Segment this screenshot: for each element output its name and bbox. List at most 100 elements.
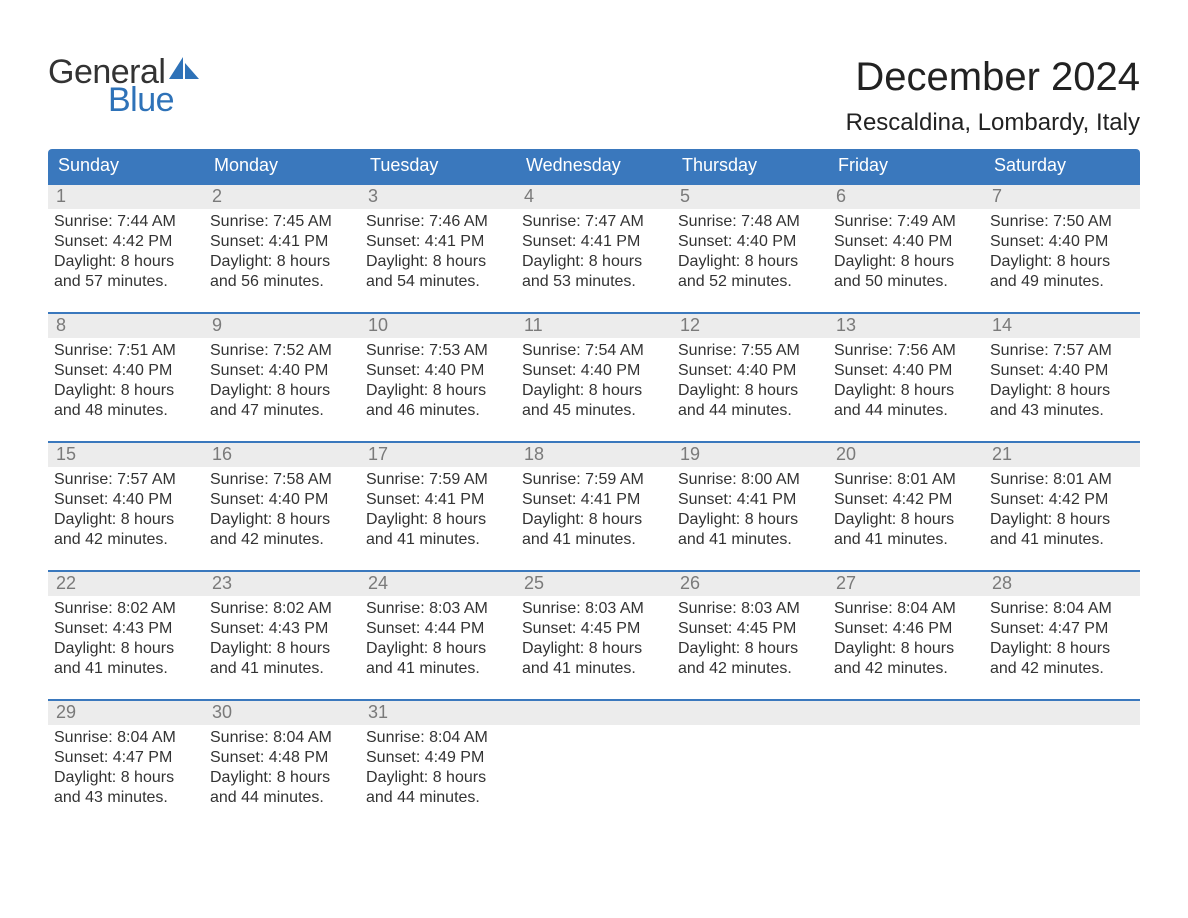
day-number-row: 6 bbox=[828, 185, 984, 209]
day-d1: Daylight: 8 hours bbox=[834, 639, 978, 659]
calendar-day: 9Sunrise: 7:52 AMSunset: 4:40 PMDaylight… bbox=[204, 314, 360, 427]
day-number: 22 bbox=[56, 573, 76, 593]
day-number: 6 bbox=[836, 186, 846, 206]
day-d2: and 47 minutes. bbox=[210, 401, 354, 421]
day-number-row: 22 bbox=[48, 572, 204, 596]
day-d1: Daylight: 8 hours bbox=[54, 381, 198, 401]
calendar-day: 4Sunrise: 7:47 AMSunset: 4:41 PMDaylight… bbox=[516, 185, 672, 298]
day-number: 17 bbox=[368, 444, 388, 464]
calendar-day: 2Sunrise: 7:45 AMSunset: 4:41 PMDaylight… bbox=[204, 185, 360, 298]
day-number: 24 bbox=[368, 573, 388, 593]
day-number-row: 18 bbox=[516, 443, 672, 467]
day-number: 21 bbox=[992, 444, 1012, 464]
sail-icon bbox=[169, 57, 199, 83]
calendar-week: 22 Sunrise: 8:02 AMSunset: 4:43 PMDayligh… bbox=[48, 570, 1140, 685]
day-details: Sunrise: 8:02 AMSunset: 4:43 PMDaylight:… bbox=[210, 596, 354, 679]
day-d1: Daylight: 8 hours bbox=[834, 252, 978, 272]
day-d1: Daylight: 8 hours bbox=[366, 381, 510, 401]
calendar-day: 13Sunrise: 7:56 AMSunset: 4:40 PMDayligh… bbox=[828, 314, 984, 427]
day-d2: and 41 minutes. bbox=[54, 659, 198, 679]
day-sunset: Sunset: 4:40 PM bbox=[834, 232, 978, 252]
calendar-day: 19Sunrise: 8:00 AMSunset: 4:41 PMDayligh… bbox=[672, 443, 828, 556]
calendar-day: 29Sunrise: 8:04 AMSunset: 4:47 PMDayligh… bbox=[48, 701, 204, 814]
day-sunrise: Sunrise: 8:04 AM bbox=[54, 728, 198, 748]
day-sunset: Sunset: 4:41 PM bbox=[210, 232, 354, 252]
day-number-row: 25 bbox=[516, 572, 672, 596]
day-sunrise: Sunrise: 8:01 AM bbox=[990, 470, 1134, 490]
day-number: 25 bbox=[524, 573, 544, 593]
day-number: 5 bbox=[680, 186, 690, 206]
day-number: 12 bbox=[680, 315, 700, 335]
weekday-header: Sunday bbox=[48, 149, 204, 183]
day-number-row: 27 bbox=[828, 572, 984, 596]
day-details: Sunrise: 7:57 AMSunset: 4:40 PMDaylight:… bbox=[990, 338, 1134, 421]
day-number-row bbox=[516, 701, 672, 725]
day-number-row: 23 bbox=[204, 572, 360, 596]
day-number-row: 11 bbox=[516, 314, 672, 338]
day-d1: Daylight: 8 hours bbox=[210, 510, 354, 530]
weekday-header: Tuesday bbox=[360, 149, 516, 183]
day-details: Sunrise: 7:53 AMSunset: 4:40 PMDaylight:… bbox=[366, 338, 510, 421]
day-number: 28 bbox=[992, 573, 1012, 593]
day-d1: Daylight: 8 hours bbox=[366, 639, 510, 659]
day-sunrise: Sunrise: 7:50 AM bbox=[990, 212, 1134, 232]
day-number-row: 3 bbox=[360, 185, 516, 209]
day-d2: and 44 minutes. bbox=[366, 788, 510, 808]
calendar-day: 5Sunrise: 7:48 AMSunset: 4:40 PMDaylight… bbox=[672, 185, 828, 298]
calendar-day: 27Sunrise: 8:04 AMSunset: 4:46 PMDayligh… bbox=[828, 572, 984, 685]
day-details: Sunrise: 7:44 AMSunset: 4:42 PMDaylight:… bbox=[54, 209, 198, 292]
day-number-row: 30 bbox=[204, 701, 360, 725]
day-d2: and 44 minutes. bbox=[834, 401, 978, 421]
day-details: Sunrise: 7:56 AMSunset: 4:40 PMDaylight:… bbox=[834, 338, 978, 421]
day-number-row: 21 bbox=[984, 443, 1140, 467]
calendar-day: 24Sunrise: 8:03 AMSunset: 4:44 PMDayligh… bbox=[360, 572, 516, 685]
day-details: Sunrise: 7:58 AMSunset: 4:40 PMDaylight:… bbox=[210, 467, 354, 550]
day-sunrise: Sunrise: 7:55 AM bbox=[678, 341, 822, 361]
calendar-day: 30Sunrise: 8:04 AMSunset: 4:48 PMDayligh… bbox=[204, 701, 360, 814]
day-d1: Daylight: 8 hours bbox=[990, 510, 1134, 530]
day-d1: Daylight: 8 hours bbox=[54, 510, 198, 530]
calendar-day: 14Sunrise: 7:57 AMSunset: 4:40 PMDayligh… bbox=[984, 314, 1140, 427]
day-number-row: 4 bbox=[516, 185, 672, 209]
calendar-day: 3Sunrise: 7:46 AMSunset: 4:41 PMDaylight… bbox=[360, 185, 516, 298]
day-number-row: 24 bbox=[360, 572, 516, 596]
day-d1: Daylight: 8 hours bbox=[834, 381, 978, 401]
day-d2: and 41 minutes. bbox=[366, 659, 510, 679]
day-d1: Daylight: 8 hours bbox=[54, 252, 198, 272]
day-details: Sunrise: 7:46 AMSunset: 4:41 PMDaylight:… bbox=[366, 209, 510, 292]
logo-word-blue: Blue bbox=[108, 83, 199, 117]
day-sunrise: Sunrise: 7:46 AM bbox=[366, 212, 510, 232]
day-sunrise: Sunrise: 8:04 AM bbox=[990, 599, 1134, 619]
day-d2: and 42 minutes. bbox=[990, 659, 1134, 679]
day-number-row: 16 bbox=[204, 443, 360, 467]
day-sunrise: Sunrise: 7:57 AM bbox=[990, 341, 1134, 361]
day-d2: and 43 minutes. bbox=[54, 788, 198, 808]
day-sunset: Sunset: 4:41 PM bbox=[366, 232, 510, 252]
day-sunset: Sunset: 4:40 PM bbox=[54, 490, 198, 510]
day-sunset: Sunset: 4:45 PM bbox=[522, 619, 666, 639]
day-d2: and 52 minutes. bbox=[678, 272, 822, 292]
day-d1: Daylight: 8 hours bbox=[210, 252, 354, 272]
day-number-row bbox=[984, 701, 1140, 725]
day-number-row: 20 bbox=[828, 443, 984, 467]
day-sunset: Sunset: 4:40 PM bbox=[678, 232, 822, 252]
day-sunrise: Sunrise: 7:47 AM bbox=[522, 212, 666, 232]
day-d2: and 41 minutes. bbox=[834, 530, 978, 550]
day-number-row: 13 bbox=[828, 314, 984, 338]
day-d2: and 46 minutes. bbox=[366, 401, 510, 421]
day-d1: Daylight: 8 hours bbox=[522, 381, 666, 401]
day-number: 2 bbox=[212, 186, 222, 206]
day-number: 29 bbox=[56, 702, 76, 722]
day-d1: Daylight: 8 hours bbox=[522, 639, 666, 659]
day-sunrise: Sunrise: 7:57 AM bbox=[54, 470, 198, 490]
day-d2: and 56 minutes. bbox=[210, 272, 354, 292]
day-d1: Daylight: 8 hours bbox=[366, 252, 510, 272]
calendar-day: 10Sunrise: 7:53 AMSunset: 4:40 PMDayligh… bbox=[360, 314, 516, 427]
day-details: Sunrise: 8:03 AMSunset: 4:45 PMDaylight:… bbox=[678, 596, 822, 679]
day-sunset: Sunset: 4:40 PM bbox=[366, 361, 510, 381]
calendar-day: 28Sunrise: 8:04 AMSunset: 4:47 PMDayligh… bbox=[984, 572, 1140, 685]
day-number: 23 bbox=[212, 573, 232, 593]
day-number: 7 bbox=[992, 186, 1002, 206]
calendar-day: 1Sunrise: 7:44 AMSunset: 4:42 PMDaylight… bbox=[48, 185, 204, 298]
calendar-day: 15Sunrise: 7:57 AMSunset: 4:40 PMDayligh… bbox=[48, 443, 204, 556]
